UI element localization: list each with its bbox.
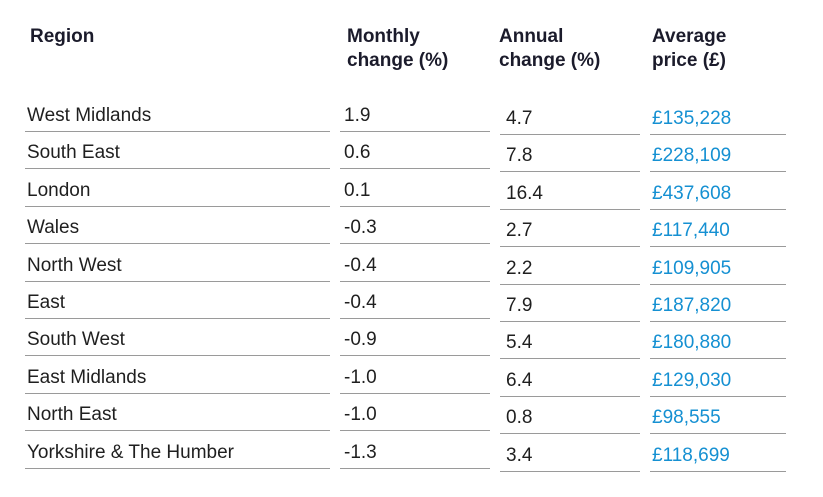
row-divider (650, 134, 786, 135)
row-divider (500, 246, 640, 248)
annual-change-cell: 6.4 (506, 369, 533, 391)
region-cell: South West (27, 329, 125, 351)
average-price-cell: £129,030 (652, 369, 732, 391)
row-divider (340, 243, 490, 245)
monthly-change-cell: 1.9 (344, 105, 371, 126)
row-divider (340, 205, 490, 207)
row-divider (340, 467, 490, 469)
row-divider (650, 433, 786, 435)
annual-change-cell: 7.9 (506, 295, 533, 316)
average-price-cell: £98,555 (652, 407, 721, 429)
row-divider (650, 358, 786, 360)
average-price-cell: £437,608 (652, 182, 732, 204)
row-divider (650, 171, 786, 173)
monthly-change-cell: -0.4 (344, 292, 377, 313)
row-divider (650, 283, 786, 285)
row-divider (650, 208, 786, 210)
region-cell: East (27, 292, 66, 313)
region-cell: North East (27, 404, 117, 426)
average-price-cell: £118,699 (652, 444, 730, 466)
monthly-change-cell: -1.0 (344, 404, 377, 426)
annual-change-cell: 16.4 (506, 182, 543, 204)
row-divider (650, 395, 786, 397)
region-cell: London (27, 179, 91, 201)
row-divider (25, 318, 330, 319)
monthly-change-cell: -0.4 (344, 254, 377, 276)
monthly-change-cell: -0.3 (344, 217, 377, 239)
row-divider (25, 168, 330, 170)
region-cell: East Midlands (27, 366, 147, 388)
annual-change-cell: 2.7 (506, 220, 533, 242)
row-divider (500, 321, 640, 322)
region-cell: West Midlands (27, 105, 152, 126)
row-divider (500, 433, 640, 435)
column-header: Average price (£) (652, 26, 727, 71)
row-divider (340, 430, 490, 432)
annual-change-cell: 3.4 (506, 444, 533, 466)
region-cell: South East (27, 142, 120, 164)
region-cell: Wales (27, 217, 80, 239)
column-header: Region (30, 26, 95, 47)
row-divider (500, 283, 640, 285)
average-price-cell: £228,109 (652, 145, 732, 167)
row-divider (25, 243, 330, 245)
annual-change-cell: 5.4 (506, 332, 533, 354)
monthly-change-cell: 0.6 (344, 142, 371, 164)
row-divider (500, 395, 640, 397)
row-divider (650, 470, 786, 472)
monthly-change-cell: -1.0 (344, 366, 377, 388)
monthly-change-cell: -1.3 (344, 441, 377, 463)
average-price-cell: £117,440 (652, 220, 730, 242)
row-divider (340, 392, 490, 394)
row-divider (500, 470, 640, 472)
row-divider (340, 355, 490, 357)
annual-change-cell: 0.8 (506, 407, 533, 429)
average-price-cell: £180,880 (652, 332, 732, 354)
row-divider (340, 318, 490, 319)
region-cell: North West (27, 254, 122, 276)
average-price-cell: £135,228 (652, 108, 732, 129)
column-header: Annual change (%) (499, 26, 601, 71)
row-divider (25, 205, 330, 207)
row-divider (500, 134, 640, 135)
row-divider (25, 355, 330, 357)
row-divider (500, 171, 640, 173)
row-divider (25, 467, 330, 469)
row-divider (340, 280, 490, 282)
row-divider (25, 430, 330, 432)
row-divider (340, 168, 490, 170)
average-price-cell: £187,820 (652, 295, 732, 316)
monthly-change-cell: -0.9 (344, 329, 377, 351)
annual-change-cell: 2.2 (506, 257, 533, 279)
column-header: Monthly change (%) (347, 26, 449, 71)
row-divider (650, 321, 786, 322)
region-cell: Yorkshire & The Humber (27, 441, 234, 463)
annual-change-cell: 4.7 (506, 108, 533, 129)
row-divider (25, 392, 330, 394)
average-price-cell: £109,905 (652, 257, 732, 279)
row-divider (340, 131, 490, 132)
row-divider (500, 208, 640, 210)
row-divider (650, 246, 786, 248)
row-divider (25, 280, 330, 282)
annual-change-cell: 7.8 (506, 145, 533, 167)
row-divider (25, 131, 330, 132)
row-divider (500, 358, 640, 360)
monthly-change-cell: 0.1 (344, 179, 371, 201)
